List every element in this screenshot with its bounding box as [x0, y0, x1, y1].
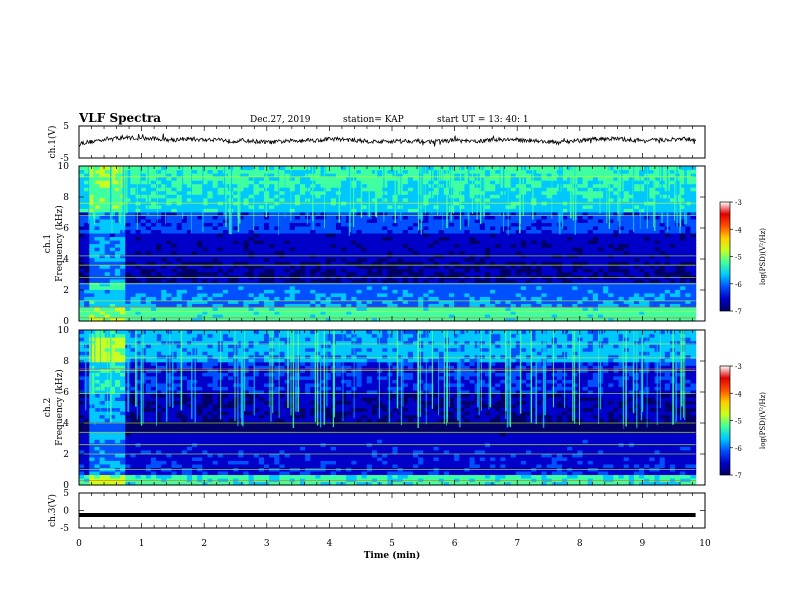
ch2-spectrogram-colorbar-tick-label: -5 [735, 418, 742, 426]
ch1-spectrogram-ylabel: ch.1 Frequency (kHz) [43, 205, 65, 282]
ch2-spectrogram-colorbar-tick-label: -6 [735, 445, 742, 453]
ch3-waveform-axes [78, 492, 706, 529]
ch2-spectrogram-cells [79, 330, 697, 486]
ch1-spectrogram-narrowband-lines [79, 176, 696, 319]
ch1-spectrogram-y-tick-label: 8 [63, 193, 69, 203]
ch3-waveform-frame [78, 492, 706, 529]
ch2-spectrogram-narrowband-lines [79, 343, 696, 481]
ch2-spectrogram-axes [78, 329, 706, 486]
x-tick-label: 4 [327, 539, 333, 549]
ch2-spectrogram-ylabel-line: Frequency (kHz) [54, 369, 65, 446]
ch1-waveform-y-tick-label: -5 [60, 154, 69, 164]
x-tick-label: 3 [264, 539, 270, 549]
ch1-spectrogram-y-tick-label: 2 [63, 286, 69, 296]
ch1-waveform-y-tick-label: 5 [63, 122, 69, 132]
ch2-spectrogram-y-tick-label: 8 [63, 357, 69, 367]
ch2-spectrogram-ylabel: ch.2 Frequency (kHz) [43, 369, 65, 446]
ch1-waveform-panel [79, 133, 696, 147]
ch1-spectrogram-panel [79, 166, 705, 322]
x-tick-labels: 0 1 2 3 4 5 6 7 8 9 10 [76, 539, 711, 549]
ch1-waveform-ylabel-line: ch.1(V) [47, 126, 58, 159]
ch1-spectrogram-y-tick-label: 4 [63, 255, 69, 265]
ch2-spectrogram-colorbar-tick-label: -7 [735, 472, 742, 480]
ch2-spectrogram-y-tick-labels: 0 2 4 6 8 10 [58, 326, 70, 491]
ch1-waveform-ylabel: ch.1(V) [47, 126, 58, 159]
ch2-spectrogram-y-tick-label: 0 [63, 481, 69, 491]
x-tick-label: 1 [139, 539, 145, 549]
ch1-waveform-y-tick-labels: 5 -5 [60, 122, 69, 164]
ch1-spectrogram-colorbar-tick-label: -6 [735, 281, 742, 289]
x-tick-label: 10 [699, 539, 711, 549]
ch1-spectrogram-colorbar-tick-label: -7 [735, 308, 742, 316]
x-axis-title: Time (min) [364, 550, 421, 561]
ch1-spectrogram-colorbar-tick-label: -5 [735, 254, 742, 262]
figure-title: VLF Spectra [78, 111, 161, 125]
x-tick-label: 8 [577, 539, 583, 549]
ch2-spectrogram-colorbar-tick-label: -3 [735, 363, 742, 371]
date-label: Dec.27, 2019 [250, 115, 311, 125]
x-tick-label: 5 [389, 539, 395, 549]
ch2-spectrogram-y-tick-label: 2 [63, 450, 69, 460]
header: VLF Spectra Dec.27, 2019 station= KAP st… [78, 111, 529, 125]
ch2-spectrogram-y-tick-label: 10 [58, 326, 70, 336]
ch2-spectrogram-ylabel-line: ch.2 [43, 398, 53, 417]
ch1-spectrogram-ylabel-line: ch.1 [43, 234, 53, 253]
ch1-spectrogram-colorbar-label: log(PSD)(V²/Hz) [759, 228, 767, 285]
ch2-spectrogram-colorbar-gradient [719, 365, 731, 476]
ch3-waveform-y-tick-labels: 5 0 -5 [60, 489, 69, 534]
x-tick-label: 6 [452, 539, 458, 549]
ch2-spectrogram-panel [79, 330, 705, 486]
ch1-spectrogram-y-tick-label: 10 [58, 162, 70, 172]
start-time-label: start UT = 13: 40: 1 [437, 115, 529, 125]
ch2-spectrogram-colorbar-label: log(PSD)(V²/Hz) [759, 392, 767, 449]
ch1-spectrogram-y-tick-label: 6 [63, 224, 69, 234]
station-label: station= KAP [343, 115, 404, 125]
ch1-waveform-trace [79, 133, 696, 147]
ch1-spectrogram-cells [79, 166, 697, 322]
ch2-spectrogram-colorbar-tick-label: -4 [735, 390, 742, 398]
ch1-spectrogram-y-tick-label: 0 [63, 317, 69, 327]
ch3-waveform-y-tick-label: 5 [63, 489, 69, 499]
x-tick-label: 9 [640, 539, 646, 549]
ch3-waveform-y-tick-label: 0 [63, 507, 69, 517]
ch1-spectrogram-colorbar-tick-label: -4 [735, 226, 742, 234]
ch2-spectrogram-colorbar: -3 -4 -5 -6 -7 log(PSD)(V²/Hz) [719, 363, 767, 480]
x-tick-label: 2 [201, 539, 207, 549]
ch3-waveform-ylabel: ch.3(V) [47, 494, 58, 527]
ch3-waveform-y-tick-label: -5 [60, 524, 69, 534]
ch2-spectrogram-y-tick-label: 6 [63, 388, 69, 398]
x-tick-label: 7 [514, 539, 520, 549]
ch1-spectrogram-ylabel-line: Frequency (kHz) [54, 205, 65, 282]
ch1-spectrogram-colorbar-gradient [719, 201, 731, 312]
panels [79, 133, 705, 518]
ch1-spectrogram-colorbar-tick-label: -3 [735, 199, 742, 207]
x-tick-label: 0 [76, 539, 82, 549]
ch2-spectrogram-y-tick-label: 4 [63, 419, 69, 429]
ch1-spectrogram-y-tick-labels: 0 2 4 6 8 10 [58, 162, 70, 327]
ch1-spectrogram-axes [78, 165, 706, 322]
ch3-waveform-ylabel-line: ch.3(V) [47, 494, 58, 527]
ch1-waveform-axes [78, 125, 706, 159]
ch1-spectrogram-colorbar: -3 -4 -5 -6 -7 log(PSD)(V²/Hz) [719, 199, 767, 316]
